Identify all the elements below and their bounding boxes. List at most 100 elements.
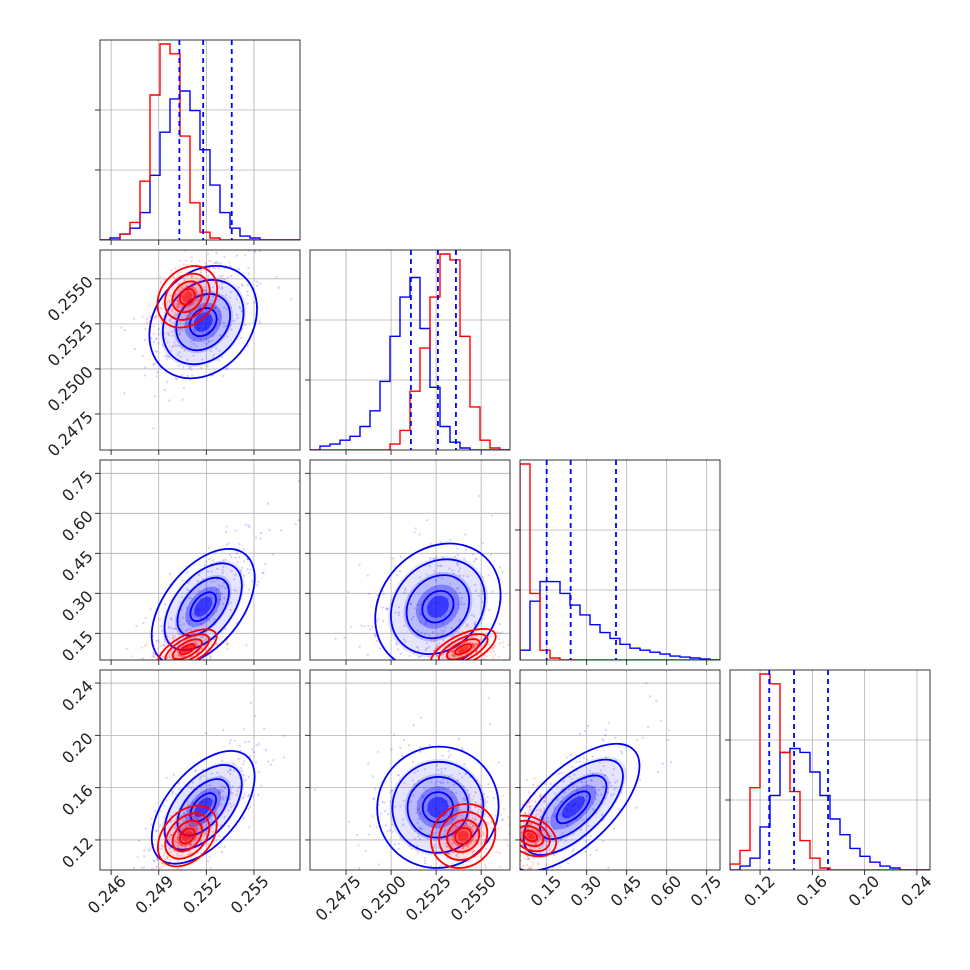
scatter-point [153,653,156,656]
scatter-point [212,295,215,298]
scatter-point [430,781,433,784]
scatter-point [441,577,444,580]
scatter-point [242,817,245,820]
scatter-point [616,780,619,783]
scatter-point [168,307,171,310]
scatter-point [526,799,529,802]
scatter-point [186,285,189,288]
scatter-point [545,863,548,866]
scatter-point [471,553,475,556]
scatter-point [475,642,478,645]
scatter-point [176,650,179,653]
scatter-point [538,834,542,838]
scatter-point [419,655,422,658]
scatter-point [234,529,237,532]
scatter-point [451,650,454,653]
scatter-point [203,834,206,837]
scatter-point [454,865,457,868]
scatter-point [381,606,384,609]
scatter-point [401,874,403,876]
scatter-point [451,664,453,666]
scatter-point [244,778,247,782]
scatter-point [243,728,246,731]
scatter-point [604,774,607,777]
scatter-point [177,365,181,368]
scatter-point [153,316,156,319]
scatter-point [471,643,474,646]
scatter-point [200,366,203,369]
scatter-point [525,803,529,806]
scatter-point [167,334,170,337]
scatter-point [475,801,478,804]
scatter-point [142,665,144,667]
scatter-point [363,625,366,628]
scatter-point [528,795,531,798]
scatter-point [188,596,191,599]
scatter-point [453,555,456,558]
contour-line [421,590,455,624]
scatter-point [151,655,154,658]
scatter-point [371,871,373,873]
scatter-point [199,271,203,274]
scatter-point [516,847,518,849]
scatter-point [167,306,170,309]
scatter-point [433,638,436,641]
scatter-point [201,280,204,283]
scatter-point [207,570,210,573]
scatter-point [484,866,487,869]
scatter-point [194,319,197,322]
scatter-point [368,592,371,596]
scatter-point [470,883,472,885]
scatter-point [297,480,300,483]
scatter-point [471,644,475,647]
scatter-point [207,843,210,846]
panel-frame [99,459,301,661]
scatter-point [466,845,469,849]
scatter-point [432,637,435,640]
scatter-point [157,647,160,650]
scatter-point [442,652,445,655]
scatter-point [217,285,220,288]
scatter-point [210,772,213,775]
scatter-point [177,303,181,306]
scatter-point [516,881,518,883]
scatter-point [490,650,493,654]
scatter-point [177,867,180,870]
scatter-point [185,275,189,278]
scatter-point [173,315,176,318]
scatter-point [511,873,513,875]
scatter-point [157,342,160,345]
scatter-point [206,860,210,863]
scatter-point [222,729,225,732]
scatter-point [357,844,360,847]
scatter-point [647,725,650,729]
scatter-point [209,350,212,353]
scatter-point [227,542,230,545]
scatter-point [283,734,286,737]
scatter-point [199,852,203,855]
scatter-point [224,294,228,297]
scatter-point [195,837,198,840]
scatter-point [399,836,402,840]
scatter-point [457,602,460,606]
scatter-point [207,253,210,256]
panel-contents [133,701,286,870]
scatter-point [538,826,542,830]
scatter-point [575,760,578,763]
scatter-point [495,822,498,825]
scatter-point [207,339,210,342]
scatter-point [180,854,183,857]
scatter-point [199,338,202,341]
scatter-point [203,289,206,292]
scatter-point [203,285,206,288]
scatter-point [194,823,197,826]
scatter-point [568,775,571,778]
scatter-point [391,830,394,833]
scatter-point [229,739,232,742]
x-tick-label: 0.252 [179,872,225,918]
scatter-point [248,571,251,575]
scatter-point [378,647,381,650]
scatter-point [526,868,530,870]
scatter-point [402,739,405,742]
scatter-point [185,825,188,828]
